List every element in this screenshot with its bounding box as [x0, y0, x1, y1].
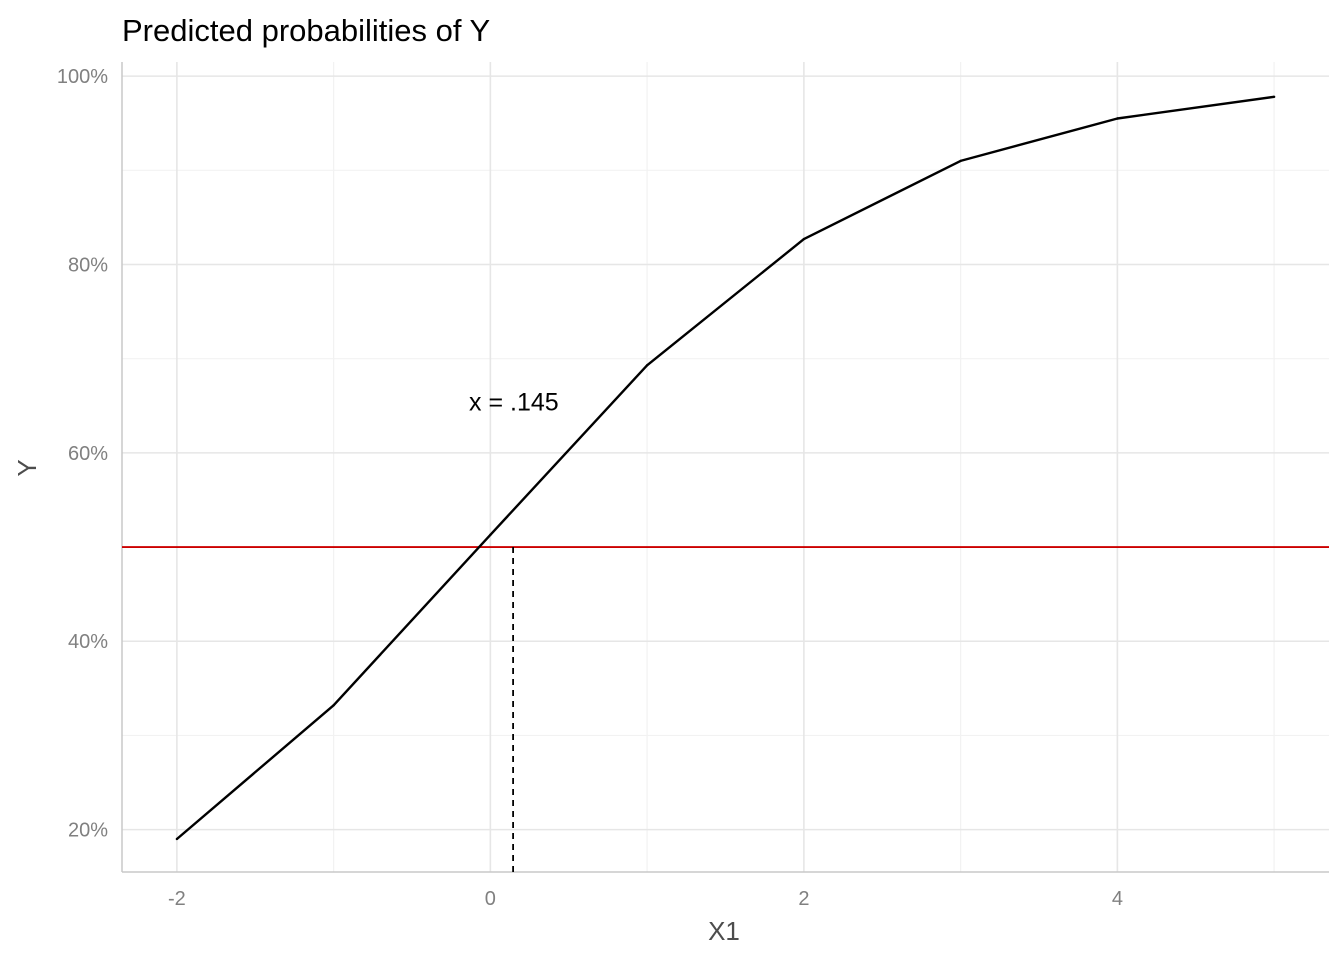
y-tick-label: 80% [68, 255, 108, 277]
y-axis-title: Y [12, 459, 42, 476]
tick-labels: -2 0 2 4 20% 40% 60% 80% 100% [57, 66, 1123, 910]
x-tick-label: 4 [1112, 888, 1123, 910]
chart-title: Predicted probabilities of Y [122, 13, 490, 48]
x-tick-label: -2 [168, 888, 186, 910]
data-point [175, 837, 179, 841]
x-axis-title: X1 [708, 916, 740, 946]
y-tick-label: 20% [68, 820, 108, 842]
chart-marks: x = .145 [122, 95, 1329, 872]
data-point [1272, 95, 1276, 99]
data-point [489, 533, 492, 537]
crossing-annotation: x = .145 [469, 388, 559, 416]
x-tick-label: 2 [798, 888, 809, 910]
data-point [959, 159, 962, 163]
data-point [1116, 117, 1119, 120]
data-point [645, 364, 649, 367]
data-point [332, 704, 335, 707]
major-gridlines [122, 62, 1329, 872]
data-point [802, 237, 806, 241]
y-tick-label: 60% [68, 443, 108, 465]
y-tick-label: 100% [57, 66, 108, 88]
x-tick-label: 0 [485, 888, 496, 910]
minor-gridlines [122, 62, 1329, 872]
axes [121, 62, 1329, 873]
y-tick-label: 40% [68, 631, 108, 653]
probability-curve-line [176, 95, 1275, 840]
